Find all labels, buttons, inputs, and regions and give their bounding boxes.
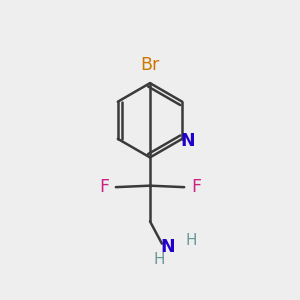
Text: N: N xyxy=(160,238,175,256)
Text: F: F xyxy=(191,178,201,196)
Text: Br: Br xyxy=(140,56,160,74)
Text: H: H xyxy=(186,233,197,248)
Text: F: F xyxy=(99,178,109,196)
Text: H: H xyxy=(153,253,165,268)
Text: N: N xyxy=(181,132,195,150)
